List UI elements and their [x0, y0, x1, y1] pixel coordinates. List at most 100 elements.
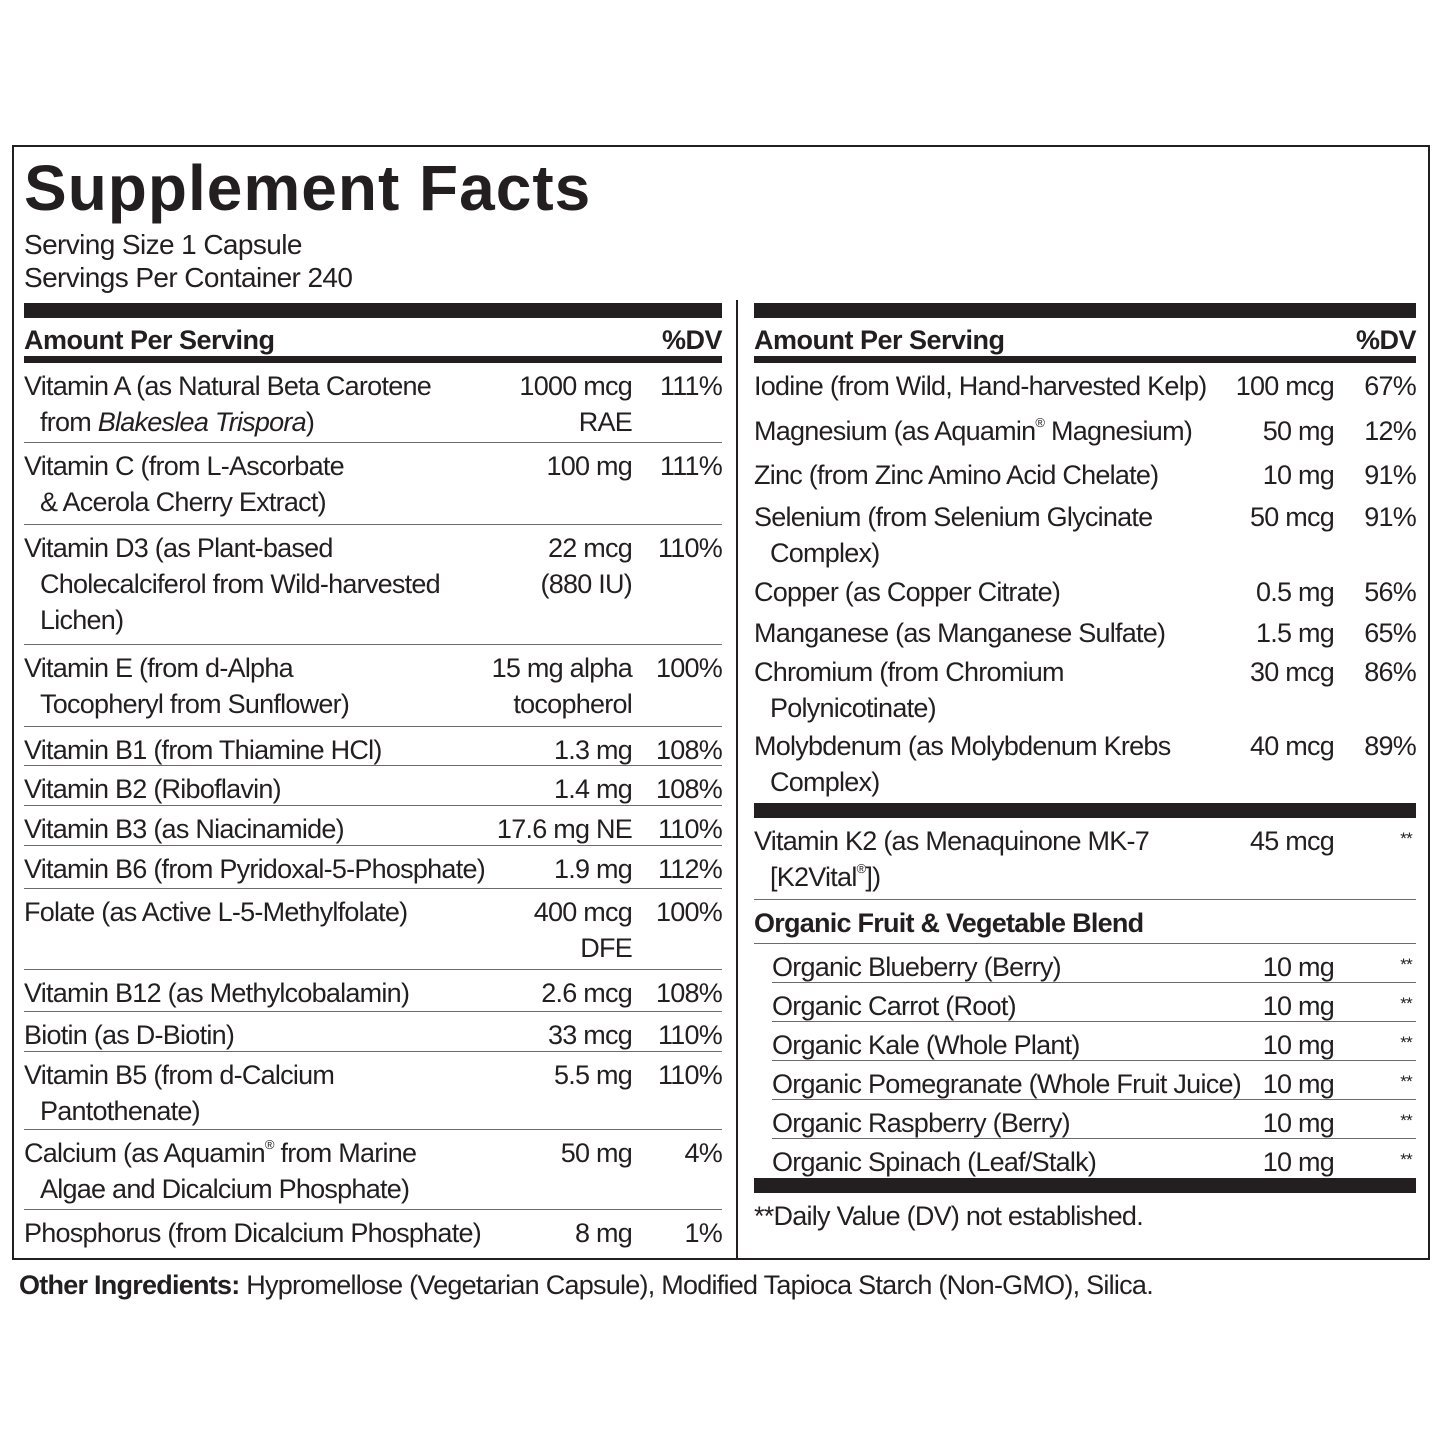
amount-text: 50 mg	[1262, 416, 1335, 446]
nutrient-name: Chromium (from Chromium Polynicotinate)	[754, 654, 1065, 726]
nutrient-row: Biotin (as D-Biotin) 33 mcg 110%	[24, 1012, 723, 1052]
daily-value: 111%	[659, 451, 723, 481]
name-text: Organic Carrot (Root)	[772, 991, 1017, 1021]
amount-text: 10 mg	[1262, 952, 1335, 982]
daily-value: 108%	[655, 735, 723, 765]
daily-value: **	[1400, 829, 1412, 848]
nutrient-name: Vitamin B2 (Riboflavin)	[24, 771, 282, 807]
name-text: Folate (as Active L-5-Methylfolate)	[24, 897, 408, 927]
nutrient-name: Vitamin B1 (from Thiamine HCl)	[24, 732, 382, 768]
amount-text: 1.5 mg	[1255, 618, 1335, 648]
nutrient-name: Vitamin B12 (as Methylcobalamin)	[24, 975, 410, 1011]
amount-text: tocopherol	[513, 689, 632, 719]
daily-value: 110%	[657, 533, 723, 563]
thick-rule	[754, 1178, 1416, 1193]
amount-text: 10 mg	[1262, 460, 1335, 490]
name-text: Organic Raspberry (Berry)	[772, 1108, 1071, 1138]
name-text: Complex)	[770, 538, 880, 568]
name-text: Vitamin B1 (from Thiamine HCl)	[24, 735, 382, 765]
amount-text: 5.5 mg	[553, 1060, 633, 1090]
name-text: Cholecalciferol from Wild-harvested	[40, 569, 441, 599]
name-text: Vitamin B5 (from d-Calcium	[24, 1060, 335, 1090]
name-text: Copper (as Copper Citrate)	[754, 577, 1061, 607]
nutrient-name: Vitamin E (from d-Alpha Tocopheryl from S…	[24, 650, 350, 722]
amount-text: 33 mcg	[547, 1020, 633, 1050]
amount-text: 10 mg	[1262, 1108, 1335, 1138]
amount-text: 1.9 mg	[553, 854, 633, 884]
amount: 10 mg	[1262, 988, 1335, 1024]
amount: 45 mcg	[1249, 823, 1335, 859]
amount-text: 400 mcg	[533, 897, 633, 927]
name-text: Vitamin B6 (from Pyridoxal-5-Phosphate)	[24, 854, 486, 884]
nutrient-name: Organic Raspberry (Berry)	[772, 1105, 1071, 1141]
serving-size: Serving Size 1 Capsule	[24, 229, 302, 260]
daily-value: 1%	[684, 1218, 722, 1248]
name-text: ])	[865, 862, 881, 892]
name-text: Algae and Dicalcium Phosphate)	[40, 1174, 410, 1204]
nutrient-name: Phosphorus (from Dicalcium Phosphate)	[24, 1215, 482, 1251]
other-ingredients: Other Ingredients: Hypromellose (Vegetar…	[19, 1270, 1154, 1301]
amount: 100 mcg	[1236, 368, 1335, 404]
name-text: Organic Kale (Whole Plant)	[772, 1030, 1080, 1060]
nutrient-name: Vitamin K2 (as Menaquinone MK-7 [K2Vital®…	[754, 823, 1150, 895]
name-text: Iodine (from Wild, Hand-harvested Kelp)	[754, 371, 1207, 401]
name-text: Blakeslea Trispora	[97, 407, 307, 437]
amount: 2.6 mcg	[541, 975, 633, 1011]
nutrient-row: Selenium (from Selenium Glycinate Complex…	[754, 494, 1417, 569]
nutrient-name: Vitamin C (from L-Ascorbate & Acerola Che…	[24, 448, 345, 520]
name-text: Organic Blueberry (Berry)	[772, 952, 1062, 982]
amount-text: 45 mcg	[1249, 826, 1335, 856]
other-ingredients-text: Hypromellose (Vegetarian Capsule), Modif…	[239, 1270, 1153, 1300]
name-text: from Marine	[273, 1138, 417, 1168]
nutrient-name: Organic Pomegranate (Whole Fruit Juice)	[772, 1066, 1242, 1102]
name-text: Magnesium (as Aquamin	[754, 416, 1036, 446]
amount: 50 mg	[1262, 413, 1335, 449]
thick-rule	[754, 303, 1416, 318]
nutrient-row: Vitamin A (as Natural Beta Carotene from …	[24, 363, 723, 443]
name-text: Vitamin B3 (as Niacinamide)	[24, 814, 345, 844]
amount-text: 10 mg	[1262, 1147, 1335, 1177]
name-text: Complex)	[770, 767, 880, 797]
amount: 50 mcg	[1250, 499, 1335, 535]
daily-value: 110%	[657, 1060, 723, 1090]
amount-text: 15 mg alpha	[491, 653, 633, 683]
name-text: ®	[264, 1137, 275, 1152]
nutrient-name: Magnesium (as Aquamin® Magnesium)	[754, 413, 1193, 449]
dv-header: %DV	[661, 325, 723, 355]
daily-value: 110%	[657, 1020, 723, 1050]
nutrient-row: Vitamin E (from d-Alpha Tocopheryl from S…	[24, 645, 723, 727]
nutrient-row: Folate (as Active L-5-Methylfolate) 400 m…	[24, 889, 723, 970]
thick-rule	[754, 803, 1416, 818]
daily-value: 110%	[657, 814, 723, 844]
amount-text: 2.6 mcg	[541, 978, 633, 1008]
amount: 10 mg	[1263, 1066, 1335, 1102]
nutrient-row: Magnesium (as Aquamin® Magnesium) 50 mg 12…	[754, 408, 1417, 452]
other-ingredients-label: Other Ingredients:	[19, 1270, 240, 1300]
amount: 10 mg	[1262, 457, 1335, 493]
amount-text: 10 mg	[1262, 991, 1335, 1021]
daily-value: **	[1400, 994, 1412, 1013]
dv-header: %DV	[1355, 325, 1417, 355]
nutrient-row: Molybdenum (as Molybdenum Krebs Complex) 4…	[754, 723, 1417, 803]
nutrient-name: Vitamin B5 (from d-Calcium Pantothenate)	[24, 1057, 335, 1129]
name-text: Pantothenate)	[40, 1096, 201, 1126]
amount-text: 10 mg	[1262, 1030, 1335, 1060]
amount: 17.6 mg NE	[497, 811, 633, 847]
name-text: Magnesium)	[1044, 416, 1193, 446]
page-title: Supplement Facts	[24, 152, 592, 224]
name-text: Vitamin D3 (as Plant-based	[24, 533, 333, 563]
nutrient-row: Vitamin B12 (as Methylcobalamin) 2.6 mcg 1…	[24, 970, 723, 1012]
supplement-facts-panel	[12, 145, 1430, 1260]
name-text: Organic Spinach (Leaf/Stalk)	[772, 1147, 1097, 1177]
nutrient-row: Organic Carrot (Root) 10 mg **	[772, 983, 1416, 1022]
name-text: Polynicotinate)	[770, 693, 937, 723]
nutrient-name: Molybdenum (as Molybdenum Krebs Complex)	[754, 728, 1171, 800]
nutrient-row: Organic Spinach (Leaf/Stalk) 10 mg **	[772, 1139, 1416, 1178]
name-text: )	[305, 407, 315, 437]
daily-value: 100%	[655, 897, 723, 927]
amount: 10 mg	[1262, 1027, 1335, 1063]
daily-value: 108%	[655, 774, 723, 804]
name-text: Biotin (as D-Biotin)	[24, 1020, 235, 1050]
amount-header: Amount Per Serving	[754, 325, 1005, 355]
amount-text: 1.4 mg	[553, 774, 633, 804]
